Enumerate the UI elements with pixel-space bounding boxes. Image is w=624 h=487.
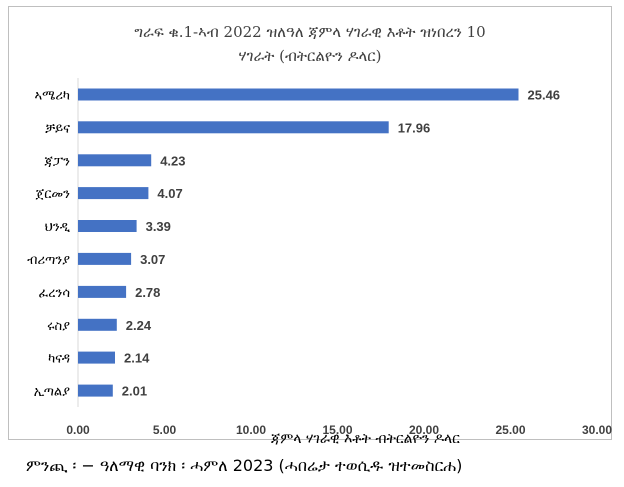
bar xyxy=(78,318,117,331)
category-label: ጀርመን xyxy=(36,187,71,202)
bar xyxy=(78,121,389,134)
data-label: 4.07 xyxy=(157,186,182,201)
category-label: ኢጣልያ xyxy=(34,385,70,400)
source-note: ምንጪ ፡ − ዓለማዊ ባንክ ፡ ሓምለ 2023 (ሓበሬታ ተወሲዱ ዝ… xyxy=(26,456,463,475)
x-axis-title: ጃምላ ሃገራዊ እቶት ብትርልዮን ዶላር xyxy=(271,431,460,447)
data-label: 17.96 xyxy=(398,120,431,135)
chart-subtitle: ሃገራት (ብትርልዮን ዶላር) xyxy=(238,47,382,65)
category-label: ፈረንሳ xyxy=(38,286,70,301)
bar xyxy=(78,285,127,298)
bar xyxy=(78,187,149,200)
x-tick-label: 20.00 xyxy=(409,423,439,437)
chart-title: ግራፍ ቁ.1-ኣብ 2022 ዝለዓለ ጃምላ ሃገራዊ እቶት ዝነበረን … xyxy=(134,23,486,41)
data-label: 4.23 xyxy=(160,153,185,168)
data-label: 2.14 xyxy=(124,351,150,366)
bar xyxy=(78,351,115,364)
category-label: ሩስያ xyxy=(47,319,70,334)
data-label: 2.78 xyxy=(135,285,160,300)
x-tick-label: 30.00 xyxy=(582,423,612,437)
x-tick-label: 0.00 xyxy=(66,423,90,437)
x-tick-label: 5.00 xyxy=(153,423,177,437)
x-tick-label: 10.00 xyxy=(236,423,266,437)
category-label: ቻይና xyxy=(45,121,70,136)
category-label: ብሪጣንያ xyxy=(27,253,70,268)
category-label: ጃፓን xyxy=(44,154,70,169)
x-tick-label: 15.00 xyxy=(322,423,352,437)
data-label: 3.07 xyxy=(140,252,165,267)
category-label: ህንዲ xyxy=(45,220,71,235)
data-label: 25.46 xyxy=(528,88,561,103)
bar xyxy=(78,154,152,167)
x-tick-label: 25.00 xyxy=(495,423,525,437)
bar xyxy=(78,88,519,101)
data-label: 2.24 xyxy=(126,318,152,333)
category-label: ኣሜሪካ xyxy=(35,89,70,104)
bar xyxy=(78,384,113,397)
bar xyxy=(78,252,132,265)
category-label: ካናዳ xyxy=(48,352,70,367)
data-label: 3.39 xyxy=(146,219,171,234)
bar xyxy=(78,220,137,232)
data-label: 2.01 xyxy=(122,384,147,399)
